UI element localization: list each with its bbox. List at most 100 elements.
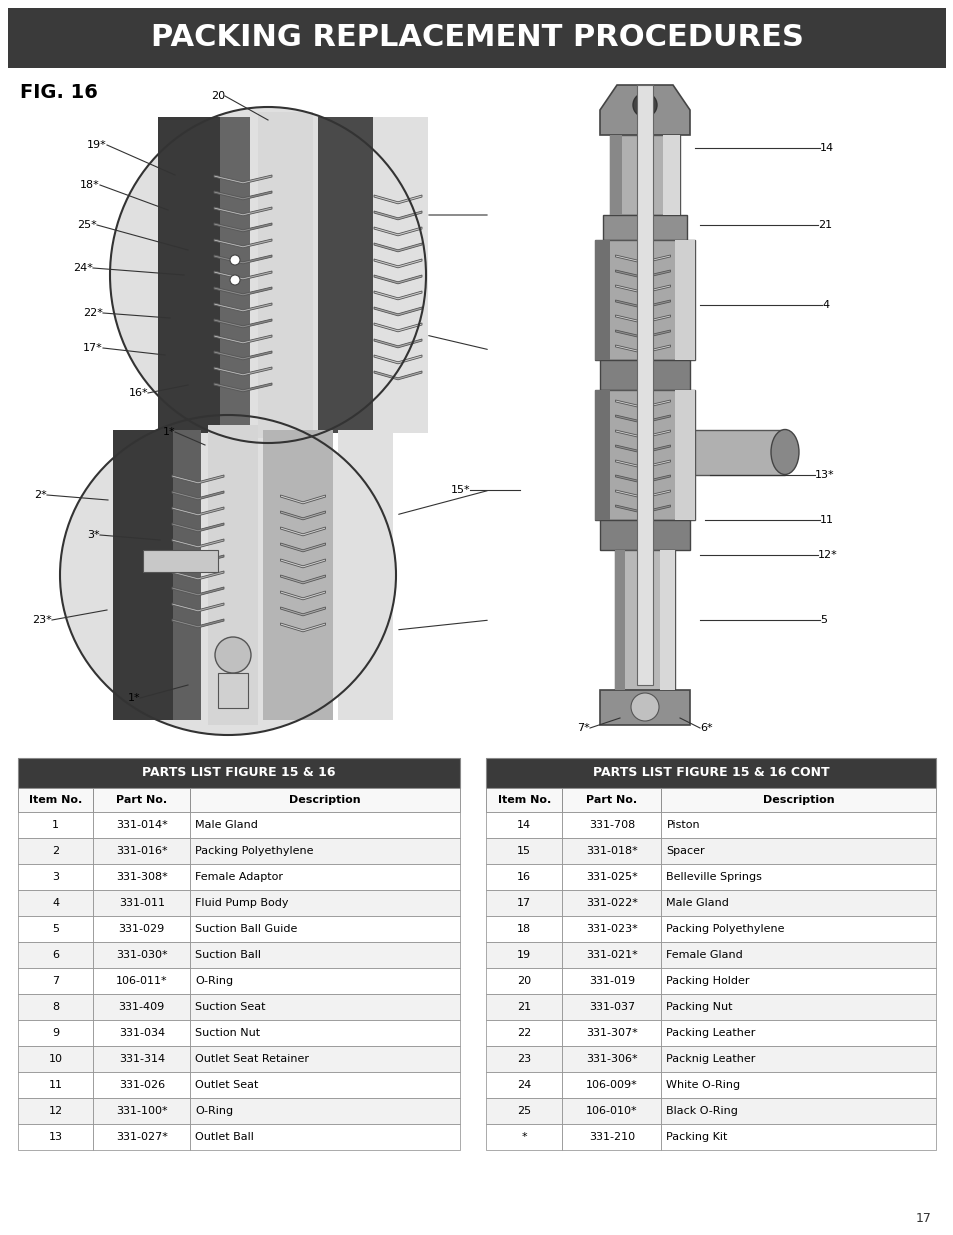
- FancyBboxPatch shape: [562, 788, 660, 811]
- Text: 331-025*: 331-025*: [585, 872, 638, 882]
- Text: FIG. 16: FIG. 16: [20, 83, 98, 101]
- Text: Item No.: Item No.: [29, 795, 82, 805]
- FancyBboxPatch shape: [18, 942, 93, 968]
- Text: 11: 11: [820, 515, 833, 525]
- FancyBboxPatch shape: [485, 1098, 562, 1124]
- Polygon shape: [172, 538, 224, 548]
- Polygon shape: [213, 240, 272, 248]
- Polygon shape: [172, 475, 224, 484]
- Text: Suction Ball Guide: Suction Ball Guide: [195, 924, 297, 934]
- Text: 331-022*: 331-022*: [585, 898, 638, 908]
- Text: 22*: 22*: [83, 308, 103, 317]
- Text: PARTS LIST FIGURE 15 & 16: PARTS LIST FIGURE 15 & 16: [142, 767, 335, 779]
- FancyBboxPatch shape: [93, 1046, 191, 1072]
- Text: 12*: 12*: [817, 550, 837, 559]
- Text: 15: 15: [517, 846, 531, 856]
- FancyBboxPatch shape: [660, 968, 935, 994]
- Text: PACKING REPLACEMENT PROCEDURES: PACKING REPLACEMENT PROCEDURES: [151, 23, 802, 53]
- Text: Packnig Leather: Packnig Leather: [666, 1053, 755, 1065]
- FancyBboxPatch shape: [485, 1124, 562, 1150]
- Text: 6: 6: [52, 950, 59, 960]
- FancyBboxPatch shape: [18, 1124, 93, 1150]
- FancyBboxPatch shape: [562, 1072, 660, 1098]
- FancyBboxPatch shape: [337, 430, 393, 720]
- Text: 7*: 7*: [577, 722, 589, 734]
- Polygon shape: [374, 259, 421, 268]
- FancyBboxPatch shape: [172, 430, 201, 720]
- Text: 331-314: 331-314: [118, 1053, 165, 1065]
- Text: 331-023*: 331-023*: [585, 924, 638, 934]
- FancyBboxPatch shape: [660, 1020, 935, 1046]
- Polygon shape: [615, 285, 670, 293]
- FancyBboxPatch shape: [93, 890, 191, 916]
- FancyBboxPatch shape: [191, 839, 459, 864]
- Text: Part No.: Part No.: [586, 795, 637, 805]
- FancyBboxPatch shape: [191, 788, 459, 811]
- FancyBboxPatch shape: [562, 1124, 660, 1150]
- FancyBboxPatch shape: [191, 1124, 459, 1150]
- Text: Part No.: Part No.: [116, 795, 167, 805]
- Text: 14: 14: [517, 820, 531, 830]
- FancyBboxPatch shape: [208, 425, 257, 725]
- Polygon shape: [280, 543, 325, 552]
- FancyBboxPatch shape: [599, 359, 689, 390]
- Text: 331-014*: 331-014*: [115, 820, 168, 830]
- Ellipse shape: [60, 415, 395, 735]
- FancyBboxPatch shape: [675, 390, 695, 520]
- FancyBboxPatch shape: [660, 811, 935, 839]
- Polygon shape: [615, 330, 670, 338]
- Text: 331-037: 331-037: [588, 1002, 635, 1011]
- Polygon shape: [213, 191, 272, 200]
- Circle shape: [633, 93, 657, 117]
- Polygon shape: [213, 287, 272, 296]
- Polygon shape: [280, 495, 325, 504]
- Text: Belleville Springs: Belleville Springs: [666, 872, 761, 882]
- Text: 2*: 2*: [34, 490, 47, 500]
- Polygon shape: [172, 508, 224, 516]
- FancyBboxPatch shape: [191, 1072, 459, 1098]
- Polygon shape: [374, 291, 421, 300]
- FancyBboxPatch shape: [562, 864, 660, 890]
- FancyBboxPatch shape: [93, 916, 191, 942]
- Text: O-Ring: O-Ring: [195, 1107, 233, 1116]
- FancyBboxPatch shape: [220, 117, 250, 433]
- Polygon shape: [374, 211, 421, 220]
- FancyBboxPatch shape: [93, 1098, 191, 1124]
- Text: 4: 4: [821, 300, 828, 310]
- Text: 21: 21: [817, 220, 831, 230]
- Polygon shape: [213, 303, 272, 312]
- Polygon shape: [615, 445, 670, 453]
- Polygon shape: [213, 207, 272, 216]
- FancyBboxPatch shape: [93, 994, 191, 1020]
- FancyBboxPatch shape: [18, 788, 93, 811]
- FancyBboxPatch shape: [18, 758, 459, 788]
- Text: 10: 10: [49, 1053, 63, 1065]
- FancyBboxPatch shape: [659, 550, 675, 690]
- Text: Male Gland: Male Gland: [195, 820, 258, 830]
- FancyBboxPatch shape: [485, 788, 562, 811]
- Polygon shape: [374, 308, 421, 316]
- FancyBboxPatch shape: [562, 890, 660, 916]
- FancyBboxPatch shape: [485, 1072, 562, 1098]
- FancyBboxPatch shape: [660, 890, 935, 916]
- FancyBboxPatch shape: [615, 550, 624, 690]
- FancyBboxPatch shape: [485, 942, 562, 968]
- Polygon shape: [213, 367, 272, 375]
- Text: 1*: 1*: [128, 693, 140, 703]
- Text: Spacer: Spacer: [666, 846, 704, 856]
- Text: 331-021*: 331-021*: [585, 950, 638, 960]
- Text: 12: 12: [49, 1107, 63, 1116]
- FancyBboxPatch shape: [660, 788, 935, 811]
- Text: 106-009*: 106-009*: [585, 1079, 638, 1091]
- Text: Packing Leather: Packing Leather: [666, 1028, 755, 1037]
- FancyBboxPatch shape: [191, 864, 459, 890]
- FancyBboxPatch shape: [675, 240, 695, 359]
- FancyBboxPatch shape: [257, 112, 313, 438]
- Text: 18*: 18*: [80, 180, 100, 190]
- FancyBboxPatch shape: [595, 390, 695, 520]
- FancyBboxPatch shape: [485, 758, 935, 788]
- Text: 331-409: 331-409: [118, 1002, 165, 1011]
- Text: 15*: 15*: [450, 485, 470, 495]
- FancyBboxPatch shape: [191, 1046, 459, 1072]
- Text: 20: 20: [211, 91, 225, 101]
